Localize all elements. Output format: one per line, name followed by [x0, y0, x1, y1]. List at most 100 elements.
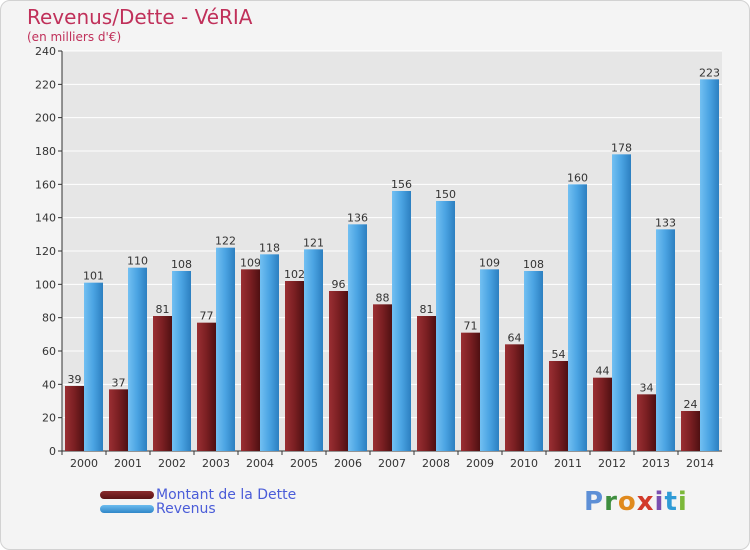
debt-bar [373, 304, 392, 451]
y-tick-label: 180 [35, 145, 56, 158]
legend-swatch-revenue [100, 505, 154, 513]
chart-subtitle: (en milliers d'€) [27, 30, 122, 44]
y-tick-label: 200 [35, 112, 56, 125]
x-tick-label: 2003 [202, 457, 230, 470]
revenue-bar [84, 282, 103, 451]
debt-bar-value-label: 88 [376, 291, 390, 304]
revenue-bar-value-label: 109 [479, 256, 500, 269]
debt-bar-value-label: 64 [508, 331, 522, 344]
proxiti-logo: Proxiti [584, 487, 688, 517]
revenue-bar [392, 191, 411, 451]
revenue-bar-value-label: 121 [303, 236, 324, 249]
x-tick-label: 2011 [554, 457, 582, 470]
x-tick-label: 2004 [246, 457, 274, 470]
debt-bar [241, 269, 260, 451]
revenue-bar-value-label: 122 [215, 235, 236, 248]
revenue-bar-value-label: 160 [567, 171, 588, 184]
legend-item-debt: Montant de la Dette [100, 487, 296, 503]
logo-letter: i [654, 487, 665, 517]
x-tick-label: 2008 [422, 457, 450, 470]
logo-letter: P [584, 487, 605, 517]
revenue-bar-value-label: 101 [83, 270, 104, 283]
debt-bar [329, 291, 348, 451]
revenue-bar [348, 224, 367, 451]
y-tick-label: 20 [42, 412, 56, 425]
y-tick-label: 60 [42, 345, 56, 358]
y-tick-label: 220 [35, 78, 56, 91]
revenue-bar-value-label: 178 [611, 141, 632, 154]
revenue-bar-value-label: 156 [391, 178, 412, 191]
debt-bar [417, 316, 436, 451]
debt-bar [65, 386, 84, 451]
x-tick-label: 2012 [598, 457, 626, 470]
debt-bar [637, 394, 656, 451]
debt-bar [505, 344, 524, 451]
debt-bar-value-label: 54 [552, 348, 566, 361]
x-tick-label: 2010 [510, 457, 538, 470]
debt-bar [153, 316, 172, 451]
revenue-bar [568, 184, 587, 452]
debt-bar [593, 377, 612, 451]
revenue-bar [172, 271, 191, 451]
debt-bar [549, 361, 568, 451]
x-tick-label: 2005 [290, 457, 318, 470]
legend-label-debt: Montant de la Dette [156, 487, 297, 503]
logo-letter: i [677, 487, 688, 517]
x-tick-label: 2001 [114, 457, 142, 470]
x-tick-label: 2006 [334, 457, 362, 470]
revenue-bar [700, 79, 719, 451]
debt-bar-value-label: 44 [596, 365, 610, 378]
legend-swatch-debt [100, 491, 154, 499]
debt-bar-value-label: 71 [464, 320, 478, 333]
revenue-bar [260, 254, 279, 451]
revenue-bar-value-label: 223 [699, 66, 720, 79]
revenue-bar-value-label: 136 [347, 211, 368, 224]
debt-bar [681, 411, 700, 451]
y-tick-label: 80 [42, 312, 56, 325]
revenue-bar [304, 249, 323, 451]
revenue-bar-value-label: 150 [435, 188, 456, 201]
debt-bar-value-label: 24 [684, 398, 698, 411]
revenue-bar-value-label: 118 [259, 241, 280, 254]
legend-item-revenue: Revenus [100, 501, 216, 517]
x-tick-label: 2002 [158, 457, 186, 470]
revenue-bar [524, 271, 543, 451]
revenue-bar [128, 267, 147, 451]
revenue-bar [480, 269, 499, 451]
revenue-bar-value-label: 108 [523, 258, 544, 271]
x-tick-label: 2014 [686, 457, 714, 470]
y-tick-label: 100 [35, 278, 56, 291]
revenue-bar-value-label: 108 [171, 258, 192, 271]
debt-bar-value-label: 102 [284, 268, 305, 281]
y-tick-label: 0 [49, 445, 56, 458]
y-tick-label: 120 [35, 245, 56, 258]
revenue-bar [436, 201, 455, 451]
y-tick-label: 160 [35, 178, 56, 191]
debt-bar-value-label: 37 [112, 376, 126, 389]
revenue-bar-value-label: 133 [655, 216, 676, 229]
debt-bar-value-label: 109 [240, 256, 261, 269]
logo-letter: x [636, 487, 655, 517]
revenue-bar-value-label: 110 [127, 255, 148, 268]
debt-bar-value-label: 96 [332, 278, 346, 291]
debt-bar [285, 281, 304, 451]
debt-bar-value-label: 81 [156, 303, 170, 316]
y-tick-label: 240 [35, 45, 56, 58]
x-tick-label: 2000 [70, 457, 98, 470]
revenue-bar [612, 154, 631, 452]
logo-letter: t [664, 487, 678, 517]
chart-title: Revenus/Dette - VéRIA [27, 5, 253, 29]
logo-letter: o [617, 487, 637, 517]
revenue-bar [656, 229, 675, 451]
revenue-bar [216, 247, 235, 451]
x-tick-label: 2013 [642, 457, 670, 470]
x-tick-label: 2007 [378, 457, 406, 470]
x-tick-label: 2009 [466, 457, 494, 470]
debt-bar [197, 322, 216, 451]
y-tick-label: 40 [42, 378, 56, 391]
debt-bar [461, 332, 480, 451]
y-tick-label: 140 [35, 212, 56, 225]
legend-label-revenue: Revenus [156, 501, 216, 517]
